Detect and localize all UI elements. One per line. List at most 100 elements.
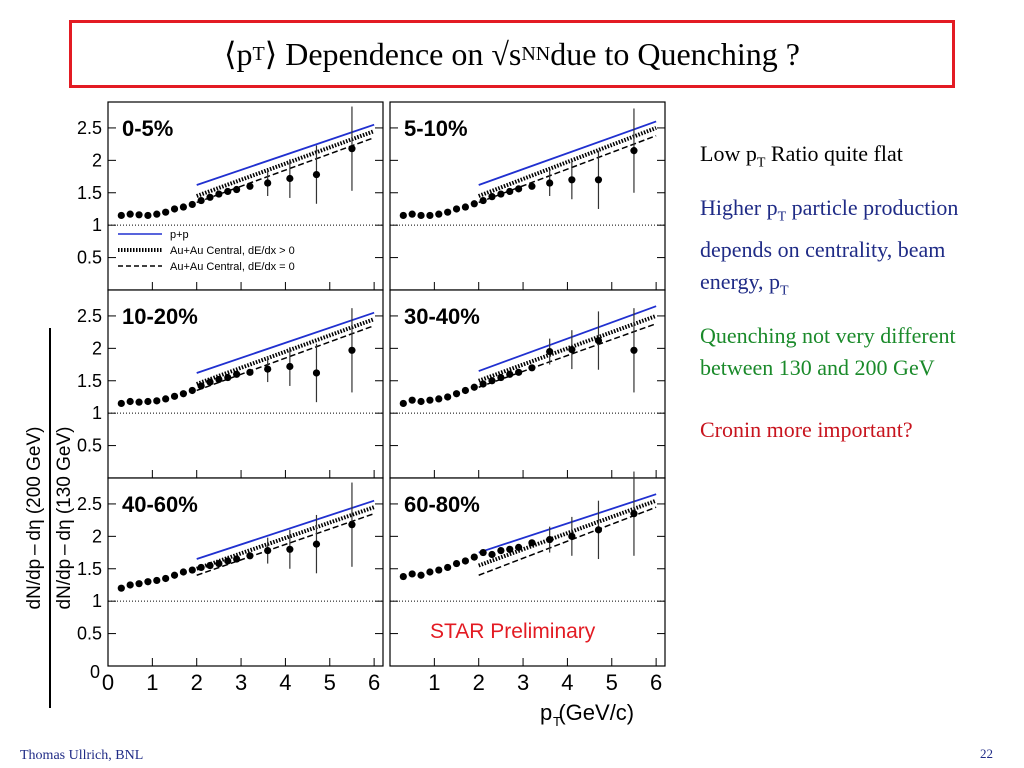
- data-point: [546, 179, 554, 187]
- data-point: [479, 380, 487, 388]
- data-point: [630, 346, 638, 354]
- panel-label: 30-40%: [404, 304, 480, 329]
- y-tick-label: 1.5: [77, 559, 102, 579]
- data-point: [594, 336, 603, 345]
- panel-label: 5-10%: [404, 116, 468, 141]
- title-subscript-nn: NN: [521, 42, 551, 65]
- data-point: [426, 396, 434, 404]
- data-point: [461, 386, 470, 395]
- legend-label: Au+Au Central, dE/dx = 0: [170, 261, 295, 273]
- data-point: [528, 539, 536, 547]
- data-point: [435, 395, 443, 403]
- data-point: [417, 211, 425, 220]
- y-tick-label: 0.5: [77, 436, 102, 456]
- dedx-gt0-curve: [196, 129, 375, 198]
- data-point: [162, 395, 170, 403]
- panel-60-80%: 60-80%: [389, 471, 666, 667]
- data-point: [233, 370, 241, 378]
- data-point: [153, 210, 161, 218]
- y-tick-label: 2: [92, 526, 102, 546]
- data-point: [515, 368, 523, 376]
- y-tick-label: 2.5: [77, 118, 102, 138]
- data-point: [568, 346, 576, 354]
- x-tick-label: 3: [517, 670, 529, 695]
- pp-curve: [478, 493, 657, 554]
- data-point: [497, 373, 505, 382]
- data-point: [444, 208, 452, 216]
- title-part-mid: ⟩ Dependence on √s: [264, 36, 522, 72]
- data-point: [506, 187, 514, 196]
- panel-frame: [107, 477, 384, 667]
- data-point: [286, 362, 294, 371]
- data-point: [126, 581, 134, 589]
- x-tick-label: 5: [606, 670, 618, 695]
- data-point: [135, 211, 143, 219]
- dedx-eq0-curve: [478, 506, 657, 576]
- data-point: [417, 397, 425, 406]
- data-point: [515, 543, 523, 551]
- note-low-pt: Low pT Ratio quite flat: [700, 141, 903, 171]
- data-point: [506, 370, 514, 378]
- data-point: [162, 208, 170, 216]
- data-point: [117, 211, 125, 220]
- data-point: [170, 205, 179, 213]
- data-point: [444, 393, 452, 401]
- y-tick-label: 1: [92, 591, 102, 611]
- panel-5-10%: 5-10%: [389, 101, 666, 291]
- data-point: [144, 211, 152, 220]
- data-point: [126, 397, 134, 406]
- data-point: [153, 576, 161, 585]
- y-label-numerator: dN/dp – dη (200 GeV): [24, 427, 45, 610]
- data-point: [286, 174, 294, 183]
- x-tick-label: 0: [102, 670, 114, 695]
- data-point: [179, 568, 188, 576]
- data-point: [399, 572, 407, 581]
- x-tick-label: 1: [146, 670, 158, 695]
- data-point: [452, 559, 461, 568]
- data-point: [215, 559, 223, 568]
- y-tick-label: 2.5: [77, 306, 102, 326]
- page-number: 22: [980, 746, 993, 761]
- data-point: [206, 378, 214, 386]
- data-point: [246, 552, 254, 560]
- title-part-post: due to Quenching ?: [550, 35, 800, 72]
- data-point: [224, 557, 232, 565]
- data-point: [312, 540, 321, 548]
- panel-frame: [107, 289, 384, 479]
- data-point: [264, 547, 272, 555]
- data-point: [179, 203, 188, 211]
- data-point: [188, 566, 196, 574]
- data-point: [197, 563, 205, 572]
- y-tick-label: 1.5: [77, 183, 102, 203]
- data-point: [206, 561, 214, 570]
- data-point: [444, 563, 452, 572]
- pp-curve: [196, 311, 375, 374]
- data-point: [144, 397, 152, 406]
- data-point: [399, 211, 407, 220]
- data-point: [497, 547, 505, 555]
- pp-curve: [196, 499, 375, 560]
- legend-label: p+p: [170, 229, 189, 241]
- data-point: [312, 369, 321, 377]
- data-point: [348, 346, 356, 354]
- data-point: [426, 211, 434, 220]
- data-point: [408, 396, 416, 404]
- y-tick-label: 2: [92, 150, 102, 170]
- data-point: [197, 196, 205, 205]
- data-point: [470, 553, 478, 561]
- data-point: [488, 193, 496, 201]
- data-point: [264, 365, 272, 373]
- pp-curve: [478, 305, 657, 372]
- y-tick-label: 0.5: [77, 248, 102, 268]
- panel-30-40%: 30-40%: [389, 289, 666, 479]
- x-tick-label: 3: [235, 670, 247, 695]
- data-point: [348, 521, 356, 529]
- data-point: [224, 187, 232, 196]
- x-tick-label: 2: [473, 670, 485, 695]
- data-point: [417, 571, 425, 579]
- data-point: [594, 526, 603, 534]
- data-point: [179, 390, 188, 398]
- data-point: [497, 190, 505, 198]
- y-tick-label: 1.5: [77, 371, 102, 391]
- y-tick-label: 1: [92, 215, 102, 235]
